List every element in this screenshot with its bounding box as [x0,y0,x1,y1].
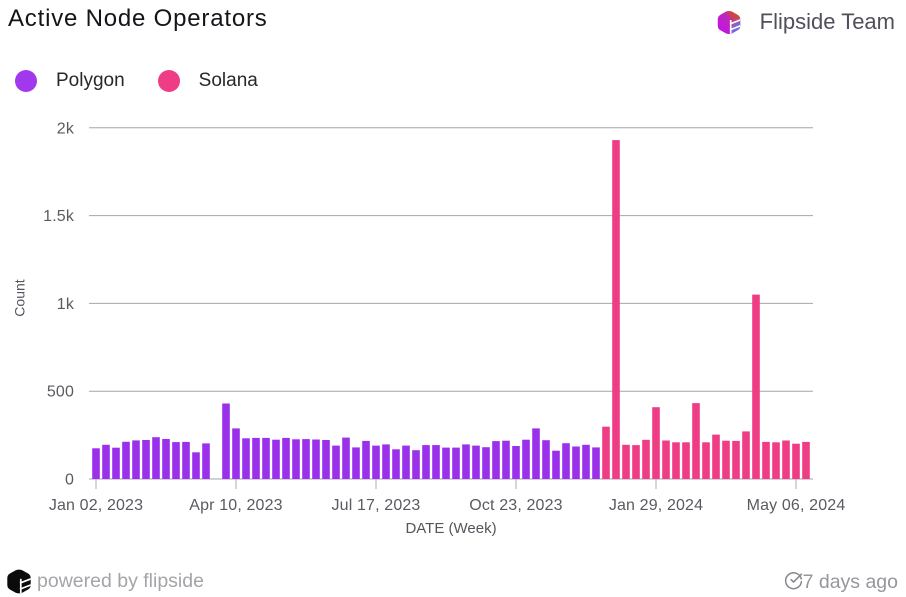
svg-text:Apr 10, 2023: Apr 10, 2023 [189,497,282,514]
svg-text:500: 500 [47,384,74,401]
svg-text:2k: 2k [57,120,75,137]
svg-text:Count: Count [12,279,28,316]
svg-text:Jan 02, 2023: Jan 02, 2023 [49,497,143,514]
svg-text:Jul 17, 2023: Jul 17, 2023 [332,497,421,514]
svg-text:Jan 29, 2024: Jan 29, 2024 [609,497,703,514]
svg-text:May 06, 2024: May 06, 2024 [747,497,846,514]
svg-text:1.5k: 1.5k [43,208,75,225]
svg-text:0: 0 [65,472,74,489]
svg-text:Oct 23, 2023: Oct 23, 2023 [469,497,562,514]
svg-text:1k: 1k [57,296,75,313]
svg-text:DATE (Week): DATE (Week) [405,520,496,537]
